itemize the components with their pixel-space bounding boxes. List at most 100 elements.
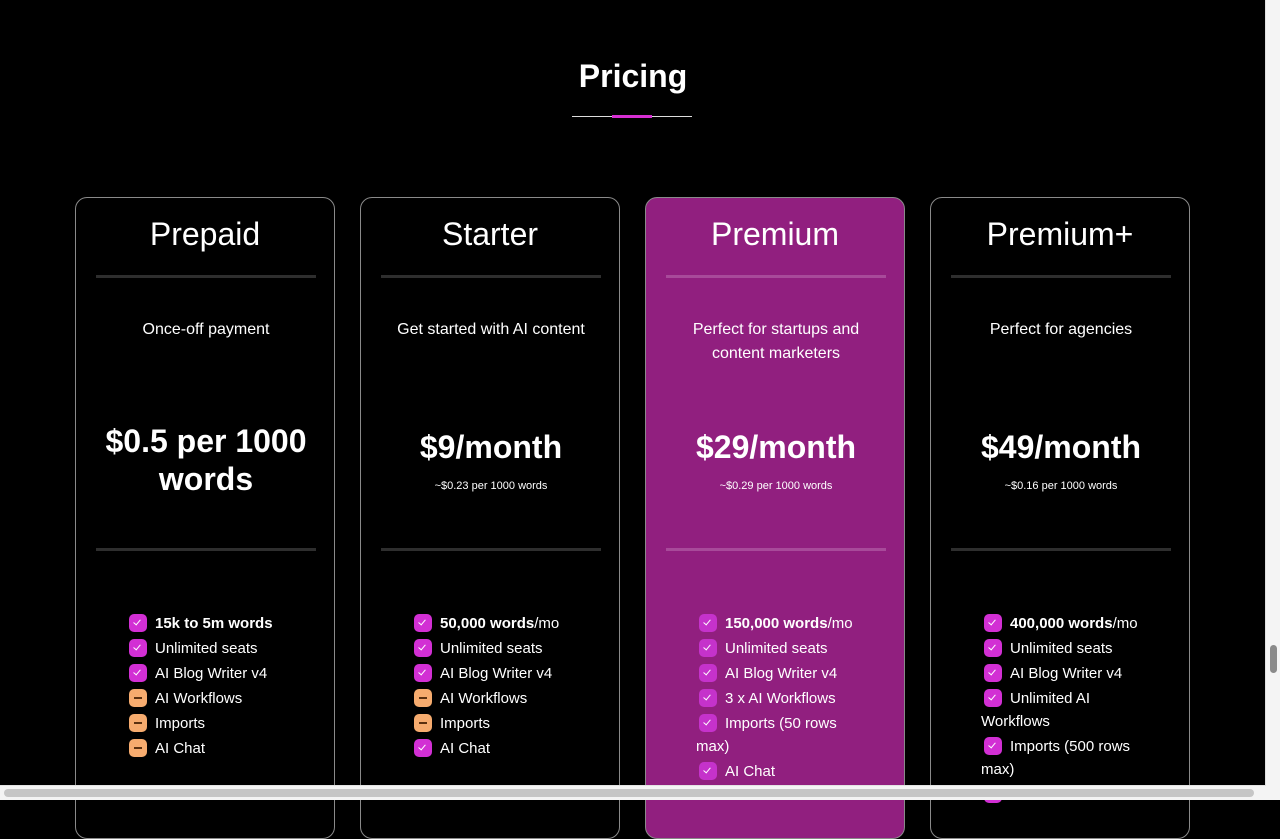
minus-icon [129,739,147,757]
plan-card: Premium+ Perfect for agencies $49/month ~$0… [930,197,1190,839]
page-title: Pricing [578,58,688,94]
plan-name: Starter [441,216,539,252]
scroll-thumb[interactable] [1270,645,1277,673]
feature: AI Blog Writer v4 [696,662,861,685]
feature-text: AI Blog Writer v4 [155,665,268,682]
price-box: $49/month ~$0.16 per 1000 words [941,410,1181,510]
check-icon [699,714,717,732]
feature-text: Unlimited seats [725,640,828,657]
check-icon [414,639,432,657]
feature-text: AI Chat [725,763,776,780]
price-note: ~$0.29 per 1000 words [719,480,833,492]
plan-name: Premium+ [986,216,1134,252]
plan-card: Starter Get started with AI content $9/mon… [360,197,620,839]
feature-text: AI Workflows [440,690,528,707]
feature: AI Blog Writer v4 [126,662,291,685]
check-icon [699,639,717,657]
check-icon [129,664,147,682]
feature: Unlimited seats [696,637,861,660]
check-icon [414,614,432,632]
feature-text: AI Blog Writer v4 [1010,665,1123,682]
plan-price: $9/month [419,429,563,465]
feature-text: AI Blog Writer v4 [440,665,553,682]
feature: Imports (500 rows max) [981,735,1146,781]
feature: AI Workflows [411,687,576,710]
feature: Unlimited seats [981,637,1146,660]
feature: AI Chat [411,737,576,760]
feature-text: Unlimited seats [1010,640,1113,657]
check-icon [984,664,1002,682]
divider [381,275,601,278]
check-icon [414,664,432,682]
plan-name: Prepaid [149,216,261,252]
divider [96,548,316,551]
check-icon [129,639,147,657]
divider [381,548,601,551]
minus-icon [129,714,147,732]
feature-bold: 400,000 words [1010,615,1113,632]
check-icon [699,762,717,780]
feature: Imports [411,712,576,735]
feature-text: Imports [440,715,491,732]
feature-list: 50,000 words/mo Unlimited seats AI Blog Wr… [411,612,576,762]
feature: 15k to 5m words [126,612,291,635]
underline-accent [612,115,652,118]
check-icon [699,689,717,707]
title-underline [572,115,692,118]
feature-text: /mo [534,615,560,632]
divider [951,275,1171,278]
plan-name: Premium [710,216,839,252]
feature-text: Unlimited AI Workflows [981,690,1091,730]
feature-bold: 150,000 words [725,615,828,632]
price-box: $9/month ~$0.23 per 1000 words [371,410,611,510]
feature-list: 150,000 words/mo Unlimited seats AI Blog W… [696,612,861,785]
horizontal-scrollbar[interactable] [0,785,1266,800]
feature-text: Imports [155,715,206,732]
feature-text: Imports (50 rows max) [696,715,837,755]
check-icon [984,614,1002,632]
plan-price: $0.5 per 1000 words [105,423,307,497]
feature-text: Unlimited seats [440,640,543,657]
feature-text: Imports (500 rows max) [981,738,1131,778]
feature: AI Workflows [126,687,291,710]
price-note: ~$0.16 per 1000 words [1004,480,1118,492]
feature-text: AI Chat [440,740,491,757]
feature-text: AI Chat [155,740,206,757]
minus-icon [129,689,147,707]
divider [96,275,316,278]
feature-bold: 50,000 words [440,615,535,632]
feature: AI Chat [126,737,291,760]
feature-text: /mo [1112,615,1138,632]
feature: Unlimited seats [411,637,576,660]
check-icon [129,614,147,632]
feature-text: AI Blog Writer v4 [725,665,838,682]
plan-price: $29/month [695,429,857,465]
feature: Imports [126,712,291,735]
plan-description: Get started with AI content [397,321,585,338]
feature-list: 15k to 5m words Unlimited seats AI Blog Wr… [126,612,291,762]
price-note: ~$0.23 per 1000 words [434,480,548,492]
feature-list: 400,000 words/mo Unlimited seats AI Blog W… [981,612,1146,808]
divider [951,548,1171,551]
check-icon [984,639,1002,657]
plan-card: Premium Perfect for startups and content … [645,197,905,839]
minus-icon [414,714,432,732]
pricing-page: Pricing Prepaid Once-off payment $0.5 per … [0,0,1280,800]
plan-card: Prepaid Once-off payment $0.5 per 1000 wor… [75,197,335,839]
plan-description: Once-off payment [142,321,270,338]
feature: 3 x AI Workflows [696,687,861,710]
vertical-scrollbar[interactable] [1265,0,1280,800]
feature-text: AI Workflows [155,690,243,707]
plan-description: Perfect for agencies [989,321,1133,338]
check-icon [699,614,717,632]
check-icon [699,664,717,682]
feature-text: Unlimited seats [155,640,258,657]
price-box: $0.5 per 1000 words [86,410,326,510]
feature: 400,000 words/mo [981,612,1146,635]
feature: Unlimited seats [126,637,291,660]
scroll-thumb[interactable] [4,789,1254,797]
feature: 50,000 words/mo [411,612,576,635]
minus-icon [414,689,432,707]
check-icon [414,739,432,757]
feature: Imports (50 rows max) [696,712,861,758]
